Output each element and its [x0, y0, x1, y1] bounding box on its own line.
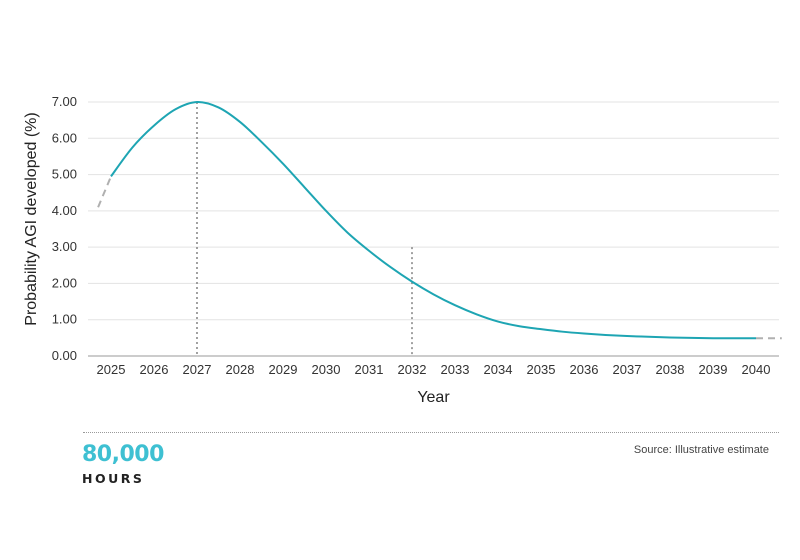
x-tick-label: 2029 — [269, 362, 298, 377]
y-tick-label: 7.00 — [52, 94, 77, 109]
x-tick-label: 2040 — [742, 362, 771, 377]
x-tick-label: 2034 — [484, 362, 513, 377]
chart-area: 0.00 1.00 2.00 3.00 4.00 5.00 6.00 7.00 2025 202… — [23, 94, 782, 406]
y-tick-label: 6.00 — [52, 130, 77, 145]
x-tick-label: 2032 — [398, 362, 427, 377]
logo-80000-hours: 80,000 HOURS — [82, 442, 164, 487]
extension-dashed-line — [97, 175, 112, 208]
x-tick-label: 2030 — [312, 362, 341, 377]
x-tick-label: 2031 — [355, 362, 384, 377]
y-axis-title: Probability AGI developed (%) — [23, 112, 40, 325]
x-tick-label: 2037 — [613, 362, 642, 377]
x-axis-title: Year — [417, 389, 450, 406]
logo-word: HOURS — [82, 471, 145, 486]
x-tick-label: 2028 — [226, 362, 255, 377]
logo-number: 80,000 — [82, 442, 164, 467]
x-tick-label: 2025 — [97, 362, 126, 377]
y-tick-label: 5.00 — [52, 167, 77, 182]
y-tick-label: 0.00 — [52, 348, 77, 363]
line-chart: 0.00 1.00 2.00 3.00 4.00 5.00 6.00 7.00 2025 202… — [23, 94, 782, 406]
series-line — [110, 100, 756, 340]
source-note: Source: Illustrative estimate — [633, 444, 769, 456]
x-tick-label: 2026 — [140, 362, 169, 377]
footer-divider — [83, 432, 779, 433]
x-tick-label: 2027 — [183, 362, 212, 377]
y-tick-label: 3.00 — [52, 239, 77, 254]
x-tick-label: 2035 — [527, 362, 556, 377]
x-tick-label: 2033 — [441, 362, 470, 377]
x-tick-label: 2038 — [656, 362, 685, 377]
y-tick-label: 2.00 — [52, 275, 77, 290]
y-tick-label: 4.00 — [52, 203, 77, 218]
x-tick-label: 2036 — [570, 362, 599, 377]
x-tick-label: 2039 — [699, 362, 728, 377]
y-tick-label: 1.00 — [52, 312, 77, 327]
